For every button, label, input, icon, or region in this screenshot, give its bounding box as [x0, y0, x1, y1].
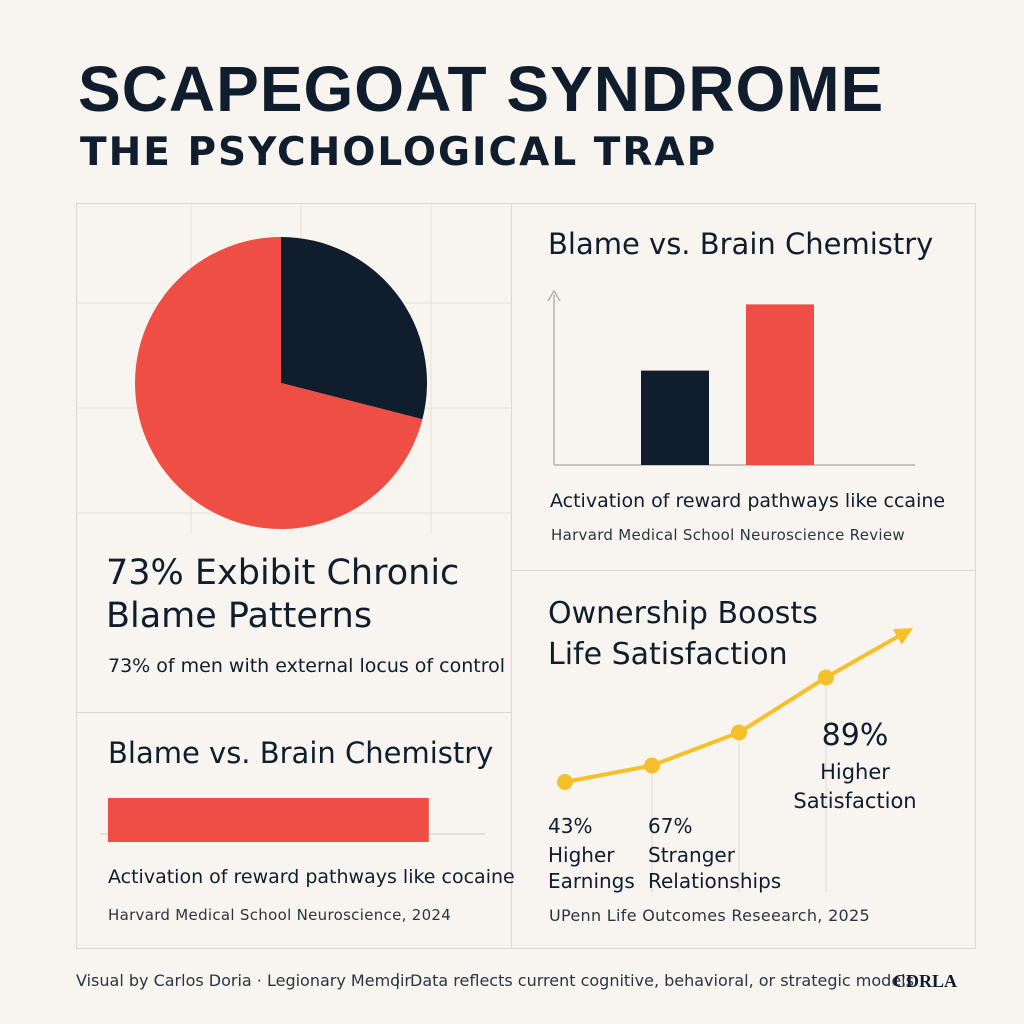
y-axis-arrow — [547, 289, 561, 302]
pie-headline-line1: 73% Exbibit Chronic — [106, 553, 460, 593]
vertical-bar-1 — [641, 370, 709, 465]
point-label-1-line1: Higher — [548, 843, 615, 867]
footer-brand: CDRLA — [893, 971, 958, 991]
footer-credit: Visual by Carlos Doria · Legionary Memoi… — [76, 971, 411, 990]
page-title: SCAPEGOAT SYNDROME — [78, 53, 885, 125]
vertical-bar-2 — [746, 304, 814, 465]
right-bar-title: Blame vs. Brain Chemistry — [548, 227, 934, 261]
point-value-1: 43% — [548, 814, 593, 838]
vertical-bar-chart — [547, 289, 915, 466]
point-label-1-line2: Earnings — [548, 869, 635, 893]
pie-slice-navy — [281, 237, 427, 420]
pie-headline-line2: Blame Patterns — [106, 596, 373, 636]
point-label-3-line2: Satisfaction — [793, 789, 917, 813]
left-horizontal-divider — [76, 712, 512, 713]
line-point-4 — [818, 669, 834, 686]
point-label-2-line2: Relationships — [648, 869, 782, 893]
line-title-line2: Life Satisfaction — [548, 637, 788, 672]
point-value-3: 89% — [821, 718, 889, 753]
horizontal-bar-chart — [100, 798, 485, 842]
line-point-1 — [557, 774, 573, 790]
line-point-2 — [644, 757, 660, 774]
footer-separator: | — [395, 970, 401, 989]
right-bar-caption: Activation of reward pathways like ccain… — [550, 490, 946, 512]
pie-slice-red — [135, 237, 423, 529]
pie-chart — [76, 203, 512, 533]
left-bar-source: Harvard Medical School Neuroscience, 202… — [108, 906, 452, 924]
right-bar-source: Harvard Medical School Neuroscience Revi… — [551, 526, 905, 544]
vertical-divider — [511, 203, 512, 949]
line-arrowhead — [892, 628, 913, 645]
point-label-3-line1: Higher — [820, 760, 890, 784]
point-value-2: 67% — [648, 814, 693, 838]
left-bar-caption: Activation of reward pathways like cocai… — [108, 866, 515, 888]
panel-frame — [76, 203, 976, 949]
line-chart — [557, 628, 913, 892]
bar-reward-pathway — [108, 798, 429, 842]
line-point-3 — [731, 724, 747, 741]
left-bar-title: Blame vs. Brain Chemistry — [108, 736, 494, 770]
page-subtitle: THE PSYCHOLOGICAL TRAP — [80, 130, 718, 175]
line-source: UPenn Life Outcomes Reseearch, 2025 — [549, 906, 870, 925]
footer-note: Data reflects current cognitive, behavio… — [410, 971, 914, 990]
point-label-2-line1: Stranger — [648, 843, 735, 867]
pie-caption: 73% of men with external locus of contro… — [108, 655, 506, 677]
line-title-line1: Ownership Boosts — [548, 596, 818, 631]
right-horizontal-divider — [511, 570, 976, 571]
